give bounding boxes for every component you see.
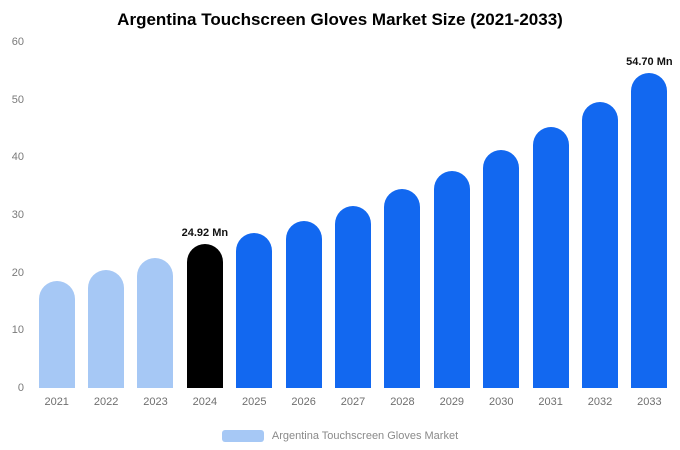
bar-2025[interactable]: [236, 233, 273, 388]
x-tick-label: 2033: [637, 396, 662, 408]
bar-column: [575, 42, 624, 388]
bar-column: [32, 42, 81, 388]
bar-2026[interactable]: [285, 220, 322, 388]
bar-2023[interactable]: [137, 258, 174, 388]
bar-2022[interactable]: [88, 269, 125, 388]
legend-label: Argentina Touchscreen Gloves Market: [271, 430, 459, 442]
y-tick-label: 0: [17, 382, 24, 394]
bar-2024[interactable]: 24.92 Mn: [182, 227, 228, 388]
x-axis: 2021 2022 2023 2024 2025 2026 2027 2028 2029 2030…: [32, 396, 674, 408]
legend-swatch: [221, 430, 264, 442]
bar-column: [230, 42, 279, 388]
x-tick-label: 2028: [390, 396, 415, 408]
bar-2031[interactable]: [532, 127, 569, 388]
x-tick-label: 2032: [587, 396, 613, 408]
y-tick-label: 50: [11, 93, 24, 106]
x-tick-label: 2025: [242, 396, 267, 408]
data-label: 54.70 Mn: [626, 55, 673, 68]
plot-area: 24.92 Mn 54.70 Mn: [32, 42, 674, 388]
y-tick-label: 40: [11, 151, 24, 164]
bar-column: [427, 42, 476, 388]
bar-series: 24.92 Mn 54.70 Mn: [32, 42, 674, 388]
bar-2028[interactable]: [384, 189, 421, 388]
x-tick-label: 2027: [340, 396, 366, 408]
x-tick-label: 2029: [439, 396, 465, 408]
bar-column: [279, 42, 328, 388]
bar-2021[interactable]: [38, 280, 75, 388]
bar-column: [81, 42, 130, 388]
bar-column: 54.70 Mn: [625, 42, 674, 388]
x-tick-label: 2031: [538, 396, 563, 408]
chart-title: Argentina Touchscreen Gloves Market Size…: [117, 10, 563, 29]
bar-column: [526, 42, 575, 388]
y-tick-label: 20: [11, 266, 24, 279]
bar-2029[interactable]: [433, 171, 470, 388]
y-axis: 0 10 20 30 40 50 60: [2, 36, 28, 394]
bar-2033[interactable]: 54.70 Mn: [626, 56, 673, 388]
bar-column: [378, 42, 427, 388]
bar-column: [328, 42, 377, 388]
bar-2032[interactable]: [581, 101, 618, 388]
bar-2030[interactable]: [483, 150, 520, 388]
x-tick-label: 2023: [143, 396, 168, 408]
y-tick-label: 30: [11, 209, 24, 221]
x-tick-label: 2021: [44, 396, 69, 408]
data-label: 24.92 Mn: [181, 227, 229, 240]
bar-column: [131, 42, 180, 388]
legend[interactable]: Argentina Touchscreen Gloves Market: [0, 430, 680, 442]
x-tick-label: 2030: [488, 396, 514, 408]
x-tick-label: 2026: [291, 396, 316, 408]
x-tick-label: 2024: [192, 396, 218, 408]
y-tick-label: 10: [11, 324, 24, 337]
bar-column: 24.92 Mn: [180, 42, 229, 388]
bar-column: [477, 42, 526, 388]
y-tick-label: 60: [11, 36, 24, 48]
bar-2027[interactable]: [335, 206, 372, 388]
x-tick-label: 2022: [93, 396, 119, 408]
